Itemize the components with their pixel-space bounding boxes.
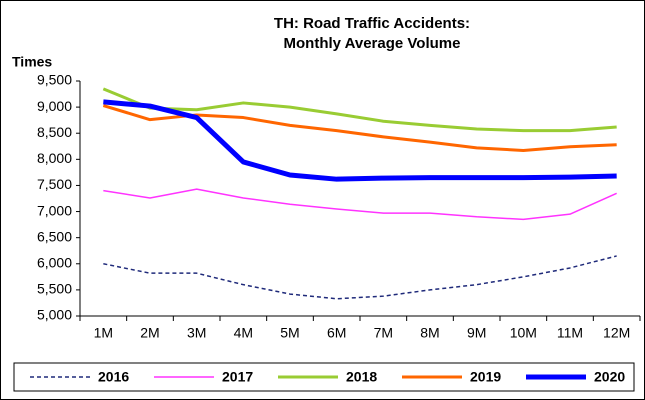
x-tick-label: 8M	[420, 325, 439, 341]
chart-title: TH: Road Traffic Accidents:	[274, 15, 470, 32]
x-tick-label: 4M	[234, 325, 253, 341]
x-tick-label: 5M	[280, 325, 299, 341]
legend-label: 2017	[222, 369, 253, 385]
legend-label: 2019	[470, 369, 501, 385]
y-tick-label: 8,000	[37, 150, 72, 166]
y-tick-label: 7,500	[37, 176, 72, 192]
x-tick-label: 1M	[94, 325, 113, 341]
y-tick-label: 5,500	[37, 281, 72, 297]
y-tick-label: 9,000	[37, 98, 72, 114]
legend-label: 2016	[98, 369, 129, 385]
y-tick-label: 6,500	[37, 228, 72, 244]
x-tick-label: 7M	[374, 325, 393, 341]
legend-label: 2020	[594, 369, 625, 385]
y-tick-label: 8,500	[37, 124, 72, 140]
x-tick-label: 3M	[187, 325, 206, 341]
x-tick-label: 12M	[603, 325, 630, 341]
y-tick-label: 5,000	[37, 307, 72, 323]
y-axis-label: Times	[12, 54, 52, 70]
y-tick-label: 7,000	[37, 202, 72, 218]
y-tick-label: 6,000	[37, 254, 72, 270]
x-tick-label: 10M	[510, 325, 537, 341]
y-tick-label: 9,500	[37, 72, 72, 88]
line-series	[102, 87, 617, 133]
x-tick-label: 2M	[140, 325, 159, 341]
x-tick-label: 9M	[467, 325, 486, 341]
x-tick-label: 11M	[557, 325, 583, 341]
x-tick-label: 6M	[327, 325, 346, 341]
line-series	[103, 188, 617, 221]
line-series	[103, 99, 617, 182]
chart-title: Monthly Average Volume	[284, 35, 461, 52]
legend-label: 2018	[346, 369, 377, 385]
line-series	[103, 255, 617, 300]
